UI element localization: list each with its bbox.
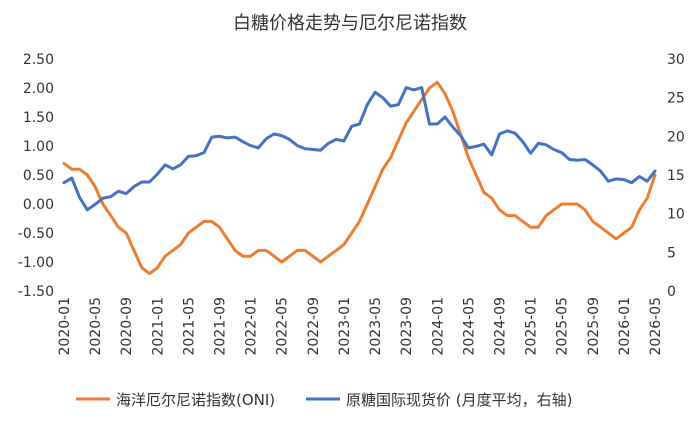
x-tick-label: 2022-01: [244, 297, 260, 356]
y-right-tick-label: 25: [667, 91, 685, 107]
y-left-tick-label: -0.50: [18, 226, 54, 242]
x-tick-label: 2020-01: [57, 297, 73, 356]
y-left-tick-label: -1.00: [18, 255, 54, 271]
x-tick-label: 2025-01: [524, 297, 540, 356]
y-right-tick-label: 10: [667, 207, 685, 223]
x-tick-label: 2024-09: [492, 297, 508, 356]
y-right-tick-label: 15: [667, 168, 685, 184]
y-left-tick-label: 0.50: [23, 168, 54, 184]
y-left-tick-label: -1.50: [18, 284, 54, 300]
x-tick-label: 2020-05: [88, 297, 104, 356]
chart-title: 白糖价格走势与厄尔尼诺指数: [233, 13, 467, 34]
y-right-axis: 30 25 20 15 10 5 0: [667, 52, 685, 300]
y-left-tick-label: 1.50: [23, 110, 54, 126]
plot-area: [62, 80, 657, 276]
x-tick-label: 2023-05: [368, 297, 384, 356]
x-tick-label: 2021-09: [213, 297, 229, 356]
y-right-tick-label: 20: [667, 129, 685, 145]
x-tick-label: 2024-05: [461, 297, 477, 356]
series-line-sugar-price: [62, 86, 657, 212]
x-tick-label: 2026-05: [648, 297, 664, 356]
y-left-tick-label: 1.00: [23, 139, 54, 155]
x-axis: 2020-01 2020-05 2020-09 2021-01 2021-05 2021-…: [57, 297, 664, 356]
y-right-tick-label: 30: [667, 52, 685, 68]
x-tick-label: 2023-01: [337, 297, 353, 356]
y-left-tick-label: 2.50: [23, 52, 54, 68]
series-line-oni: [62, 80, 657, 276]
x-tick-label: 2023-09: [399, 297, 415, 356]
x-tick-label: 2022-09: [306, 297, 322, 356]
legend-label-sugar-price: 原糖国际现货价 (月度平均，右轴): [346, 391, 572, 409]
y-right-tick-label: 5: [667, 245, 676, 261]
legend: 海洋厄尔尼诺指数(ONI) 原糖国际现货价 (月度平均，右轴): [76, 391, 572, 409]
x-tick-label: 2026-01: [617, 297, 633, 356]
y-left-axis: 2.50 2.00 1.50 1.00 0.50 0.00 -0.50 -1.00 -1.50: [18, 52, 54, 300]
x-tick-label: 2020-09: [119, 297, 135, 356]
legend-label-oni: 海洋厄尔尼诺指数(ONI): [116, 391, 275, 409]
y-left-tick-label: 0.00: [23, 197, 54, 213]
y-left-tick-label: 2.00: [23, 81, 54, 97]
y-right-tick-label: 0: [667, 284, 676, 300]
x-tick-label: 2022-05: [275, 297, 291, 356]
x-tick-label: 2021-05: [181, 297, 197, 356]
x-tick-label: 2021-01: [150, 297, 166, 356]
x-tick-label: 2024-01: [430, 297, 446, 356]
x-tick-label: 2025-09: [586, 297, 602, 356]
x-tick-label: 2025-05: [555, 297, 571, 356]
